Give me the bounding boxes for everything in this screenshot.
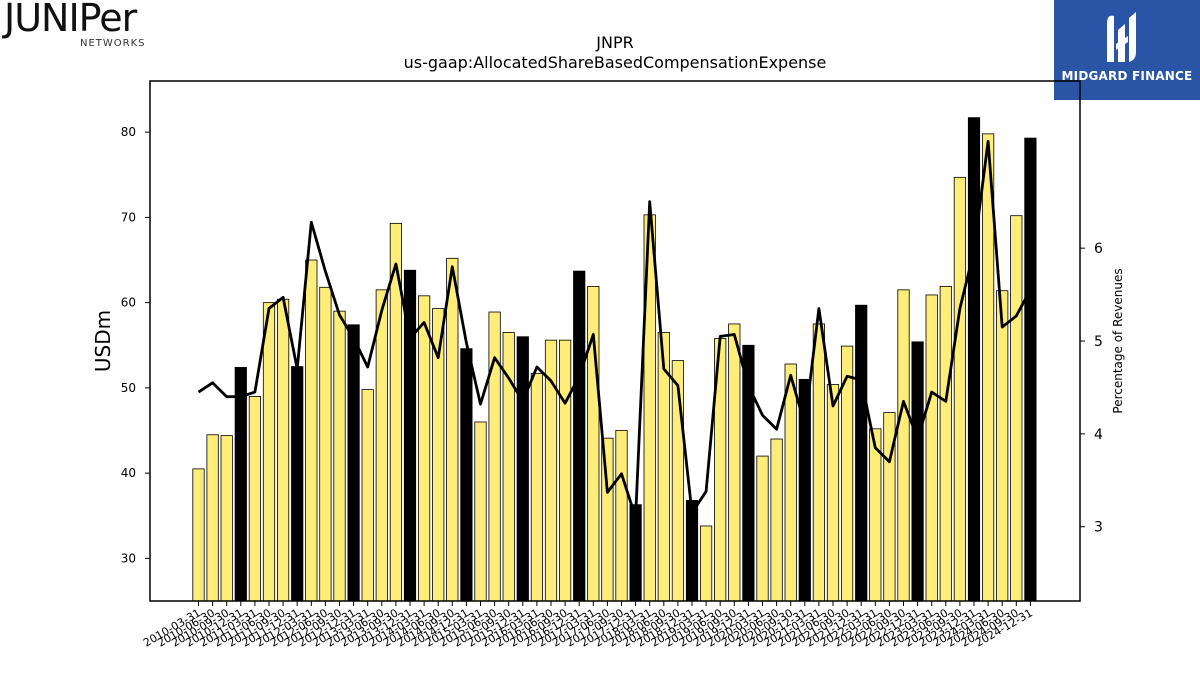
bar xyxy=(234,367,247,602)
y2-tick-label: 5 xyxy=(1094,334,1103,350)
bar-group xyxy=(192,117,1037,602)
y-tick-label: 80 xyxy=(121,125,136,139)
bar xyxy=(248,396,261,602)
bar xyxy=(446,257,459,602)
bar xyxy=(361,389,374,602)
bar xyxy=(784,363,797,602)
bar xyxy=(897,289,910,602)
bar xyxy=(319,286,332,602)
y2-axis: 3 4 5 6 xyxy=(1080,241,1103,536)
bar xyxy=(206,434,219,602)
midgard-finance-logo: MIDGARD FINANCE xyxy=(1054,0,1200,100)
bar xyxy=(305,259,318,602)
chart-subtitle: us-gaap:AllocatedShareBasedCompensationE… xyxy=(404,53,827,72)
bar xyxy=(996,290,1009,602)
bar xyxy=(756,455,769,602)
bar xyxy=(728,323,741,602)
bar xyxy=(953,176,967,602)
x-axis: 2010-03-312010-06-302010-09-302010-12-31… xyxy=(141,601,1035,650)
bar xyxy=(192,468,205,602)
y-tick-label: 60 xyxy=(121,296,136,310)
bar xyxy=(460,348,473,602)
y2-tick-label: 6 xyxy=(1094,241,1103,257)
bar xyxy=(573,270,586,602)
bar xyxy=(559,339,572,602)
bar xyxy=(347,324,360,602)
y-tick-label: 70 xyxy=(121,210,136,224)
bar xyxy=(375,289,388,602)
plot-frame xyxy=(149,80,1081,602)
bar xyxy=(474,421,487,602)
bar xyxy=(855,304,868,602)
juniper-logo-word: JUNIPer xyxy=(4,0,137,40)
bar xyxy=(1010,215,1023,602)
series-line xyxy=(197,139,1032,519)
y-axis-label: USDm xyxy=(91,310,115,372)
bar xyxy=(685,500,699,602)
y2-tick-label: 3 xyxy=(1094,520,1103,536)
y-tick-label: 30 xyxy=(121,551,136,565)
bar xyxy=(826,384,840,602)
y2-tick-label: 4 xyxy=(1094,427,1103,443)
bar xyxy=(615,430,628,602)
line-group xyxy=(197,139,1032,519)
bar xyxy=(1024,137,1037,602)
bar xyxy=(333,310,346,602)
bar xyxy=(869,428,882,602)
bar xyxy=(291,366,304,602)
bar xyxy=(276,298,290,602)
bar xyxy=(770,438,783,602)
bar xyxy=(262,302,276,602)
chart-title: JNPR xyxy=(595,33,633,52)
bar xyxy=(488,311,501,602)
juniper-logo-sub: NETWORKS xyxy=(80,38,146,49)
juniper-logo: JUNIPer NETWORKS xyxy=(4,0,164,50)
midgard-mark-icon xyxy=(1107,12,1136,62)
bar xyxy=(967,117,981,602)
y-axis: 30 40 50 60 70 80 xyxy=(121,125,150,565)
bar xyxy=(516,336,529,602)
bar xyxy=(812,323,826,602)
midgard-logo-text: MIDGARD FINANCE xyxy=(1061,69,1193,83)
bar xyxy=(629,504,642,602)
y2-axis-label: Percentage of Revenues xyxy=(1111,268,1125,413)
y-tick-label: 40 xyxy=(121,466,136,480)
bar xyxy=(925,294,938,602)
bar xyxy=(700,525,713,602)
bar xyxy=(220,435,233,602)
bar xyxy=(911,341,924,602)
bar xyxy=(417,295,431,602)
bar xyxy=(939,286,952,602)
bar xyxy=(530,372,544,602)
y-tick-label: 50 xyxy=(121,381,136,395)
